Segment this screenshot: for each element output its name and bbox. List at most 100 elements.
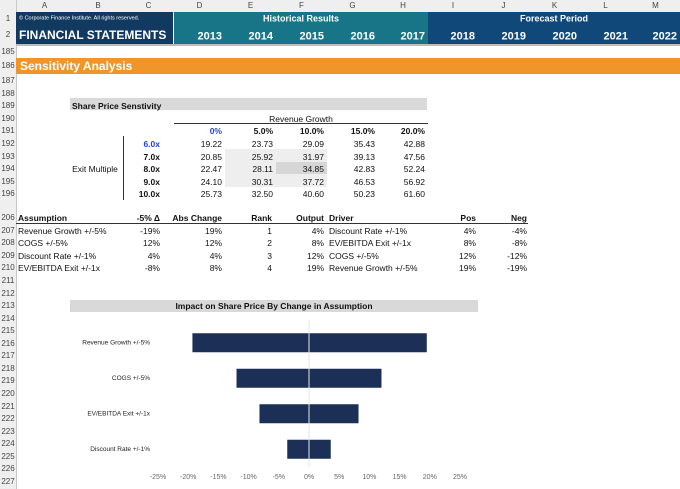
x-tick-label: 15% bbox=[393, 474, 407, 481]
row-number: 185 bbox=[1, 46, 15, 56]
cell: 19% bbox=[204, 225, 222, 236]
cell: -8% bbox=[511, 238, 527, 249]
row-number: 193 bbox=[1, 151, 15, 161]
column-letter: K bbox=[551, 1, 558, 10]
col-header: 10.0% bbox=[299, 126, 324, 137]
column-letter: E bbox=[247, 1, 254, 10]
col-label: Revenue Growth bbox=[269, 113, 333, 124]
col-header: 15.0% bbox=[350, 126, 375, 137]
x-tick-label: -5% bbox=[273, 474, 285, 481]
cell: EV/EBITDA Exit +/-1x bbox=[329, 238, 411, 249]
row-header: 10.0x bbox=[138, 188, 160, 199]
cell: -19% bbox=[140, 225, 160, 236]
cell: 19% bbox=[458, 263, 476, 274]
col-header: Pos bbox=[460, 213, 476, 224]
cell: 19.22 bbox=[200, 138, 222, 149]
cell: 37.72 bbox=[302, 176, 324, 187]
cell: 29.09 bbox=[302, 138, 324, 149]
cell: 12% bbox=[204, 238, 222, 249]
cell: 24.10 bbox=[200, 176, 222, 187]
sheet-title: FINANCIAL STATEMENTS bbox=[19, 27, 167, 42]
row-number: 189 bbox=[1, 101, 15, 111]
row-number: 224 bbox=[1, 439, 15, 449]
row-header: 9.0x bbox=[143, 176, 160, 187]
column-letter: F bbox=[299, 1, 304, 10]
cell: 4% bbox=[147, 250, 160, 261]
x-tick-label: -25% bbox=[150, 474, 166, 481]
bar bbox=[192, 333, 309, 353]
col-header: -5% Δ bbox=[136, 213, 160, 224]
chart-title: Impact on Share Price By Change in Assum… bbox=[175, 300, 373, 311]
section-title: Sensitivity Analysis bbox=[20, 59, 133, 73]
cell: 35.43 bbox=[353, 138, 375, 149]
bar bbox=[236, 368, 309, 388]
cell: 40.60 bbox=[302, 188, 324, 199]
cell: 31.97 bbox=[302, 151, 324, 162]
row-number: 208 bbox=[1, 238, 15, 248]
cell: 46.53 bbox=[353, 176, 375, 187]
cell: 39.13 bbox=[353, 151, 375, 162]
cell: Discount Rate +/-1% bbox=[329, 225, 408, 236]
column-letter: G bbox=[349, 1, 356, 10]
row-header: 8.0x bbox=[143, 163, 160, 174]
col-header: 20.0% bbox=[400, 126, 425, 137]
cell: -19% bbox=[507, 263, 527, 274]
row-number: 206 bbox=[1, 213, 15, 223]
row-header-bar bbox=[0, 0, 17, 489]
row-header: 6.0x bbox=[143, 138, 160, 149]
category-label: EV/EBITDA Exit +/-1x bbox=[87, 410, 150, 417]
title-band bbox=[16, 12, 173, 44]
row-number: 190 bbox=[1, 113, 15, 123]
table-title: Share Price Senstivity bbox=[72, 101, 162, 112]
x-tick-label: 10% bbox=[362, 474, 376, 481]
row-number: 219 bbox=[1, 376, 15, 386]
cell: 8% bbox=[209, 263, 222, 274]
cell: 12% bbox=[306, 250, 324, 261]
bar bbox=[309, 404, 359, 424]
cell: 4 bbox=[267, 263, 272, 274]
year: 2014 bbox=[248, 30, 273, 42]
cell: 25.92 bbox=[251, 151, 273, 162]
col-header: Abs Change bbox=[172, 213, 222, 224]
cell: Revenue Growth +/-5% bbox=[18, 225, 107, 236]
row-number: 187 bbox=[1, 76, 15, 86]
column-letter: B bbox=[95, 1, 101, 10]
year: 2017 bbox=[400, 30, 425, 42]
chart-title-band bbox=[70, 300, 478, 312]
cell: 4% bbox=[463, 225, 476, 236]
section-band bbox=[16, 58, 680, 74]
col-header: 5.0% bbox=[253, 126, 273, 137]
row-number: 225 bbox=[1, 451, 15, 461]
category-label: Discount Rate +/-1% bbox=[90, 446, 150, 453]
row-number: 218 bbox=[1, 363, 15, 373]
x-tick-label: -10% bbox=[240, 474, 256, 481]
row-number: 227 bbox=[1, 476, 15, 486]
cell: 47.56 bbox=[403, 151, 425, 162]
row-number: 217 bbox=[1, 351, 15, 361]
cell: -12% bbox=[507, 250, 527, 261]
col-header: Driver bbox=[329, 213, 354, 224]
year: 2021 bbox=[603, 30, 628, 42]
col-header: Neg bbox=[510, 213, 527, 224]
freeze-line bbox=[16, 44, 680, 46]
cell: COGS +/-5% bbox=[18, 238, 68, 249]
row-number: 192 bbox=[1, 139, 15, 149]
cell: 12% bbox=[142, 238, 160, 249]
cell: 4% bbox=[311, 225, 324, 236]
row-number: 210 bbox=[1, 263, 15, 273]
cell: -8% bbox=[144, 263, 160, 274]
year: 2013 bbox=[197, 30, 222, 42]
bar bbox=[309, 368, 382, 388]
row-number: 2 bbox=[5, 29, 11, 39]
cell: 23.73 bbox=[251, 138, 273, 149]
highlight bbox=[276, 162, 327, 174]
row-header: 7.0x bbox=[143, 151, 160, 162]
year: 2016 bbox=[350, 30, 375, 42]
row-number: 221 bbox=[1, 401, 15, 411]
cell: COGS +/-5% bbox=[329, 250, 379, 261]
row-number: 212 bbox=[1, 288, 15, 298]
cell: Discount Rate +/-1% bbox=[18, 250, 97, 261]
cell: -4% bbox=[511, 225, 527, 236]
bar bbox=[309, 439, 331, 459]
